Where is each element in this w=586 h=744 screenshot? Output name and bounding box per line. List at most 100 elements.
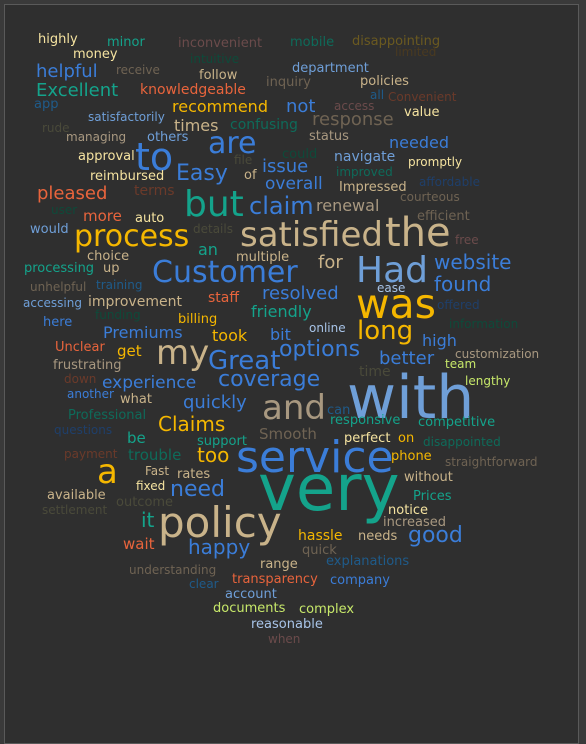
word-could: could	[282, 147, 317, 162]
word-quick: quick	[302, 543, 337, 558]
word-company: company	[330, 573, 390, 588]
word-all: all	[370, 88, 384, 102]
word-straightforward: straightforward	[445, 455, 538, 469]
word-staff: staff	[208, 290, 239, 306]
word-lengthy: lengthy	[465, 374, 510, 388]
word-needed: needed	[389, 133, 449, 152]
word-overall: overall	[265, 174, 323, 194]
word-high: high	[422, 331, 457, 350]
word-policy: policy	[158, 498, 282, 547]
word-times: times	[174, 116, 218, 135]
word-time: time	[359, 364, 391, 380]
word-understanding: understanding	[129, 563, 216, 577]
word-complex: complex	[299, 602, 354, 617]
word-long: long	[357, 316, 413, 346]
word-be: be	[127, 429, 146, 447]
word-online: online	[309, 321, 346, 335]
word-increased: increased	[383, 515, 446, 530]
word-team: team	[445, 357, 476, 371]
word-very: very	[258, 452, 399, 526]
word-inquiry: inquiry	[266, 75, 311, 90]
word-up: up	[103, 261, 120, 276]
word-coverage: coverage	[218, 367, 320, 392]
word-would: would	[30, 222, 69, 237]
word-range: range	[260, 557, 298, 572]
word-outcome: outcome	[116, 495, 173, 510]
word-claims: Claims	[158, 412, 225, 436]
word-not: not	[286, 96, 315, 117]
word-of: of	[244, 168, 257, 183]
word-options: options	[279, 337, 360, 362]
word-reimbursed: reimbursed	[90, 169, 164, 184]
word-it: it	[141, 508, 155, 532]
word-managing: managing	[66, 130, 126, 144]
word-notice: notice	[388, 503, 428, 518]
word-affordable: affordable	[419, 175, 480, 189]
word-questions: questions	[54, 423, 112, 437]
word-billing: billing	[178, 312, 217, 327]
word-access: access	[334, 99, 374, 113]
word-better: better	[379, 348, 435, 369]
word-department: department	[292, 61, 369, 76]
word-policies: policies	[360, 74, 409, 89]
word-ease: ease	[377, 281, 405, 295]
word-took: took	[212, 326, 248, 345]
word-status: status	[309, 129, 349, 144]
word-can: can	[327, 403, 350, 418]
word-app: app	[34, 97, 58, 112]
word-available: available	[47, 488, 106, 503]
word-a: a	[97, 452, 118, 492]
word-had: Had	[356, 250, 428, 291]
word-response: response	[312, 109, 394, 130]
word-without: without	[404, 470, 453, 485]
word-get: get	[117, 342, 142, 360]
word-knowledgeable: knowledgeable	[140, 82, 246, 98]
word-highly: highly	[38, 32, 78, 47]
word-disappointing: disappointing	[352, 34, 440, 49]
word-another: another	[67, 387, 114, 401]
word-perfect: perfect	[344, 431, 390, 446]
word-value: value	[404, 105, 440, 120]
word-promptly: promptly	[408, 155, 462, 169]
word-unclear: Unclear	[55, 340, 105, 355]
word-account: account	[225, 587, 277, 602]
word-disappointed: disappointed	[423, 435, 501, 449]
word-needs: needs	[358, 529, 397, 544]
word-inconvenient: inconvenient	[178, 36, 262, 51]
word-free: free	[455, 233, 479, 247]
word-efficient: efficient	[417, 209, 470, 224]
word-others: others	[147, 130, 189, 145]
word-premiums: Premiums	[103, 323, 183, 342]
word-process: process	[74, 219, 189, 254]
word-an: an	[198, 240, 218, 259]
word-prices: Prices	[413, 489, 452, 504]
word-on: on	[398, 431, 414, 446]
word-bit: bit	[270, 325, 291, 344]
word-more: more	[83, 207, 122, 225]
word-hassle: hassle	[298, 528, 343, 544]
word-offered: offered	[437, 298, 480, 312]
word-rude: rude	[42, 121, 70, 135]
word-friendly: friendly	[251, 302, 312, 321]
word-details: details	[193, 222, 233, 236]
word-mobile: mobile	[290, 35, 334, 50]
word-found: found	[434, 272, 491, 296]
word-responsive: responsive	[330, 413, 400, 428]
word-rates: rates	[177, 467, 210, 482]
word-resolved: resolved	[262, 283, 339, 304]
word-issue: issue	[262, 156, 308, 177]
word-accessing: accessing	[23, 296, 82, 310]
word-courteous: courteous	[400, 190, 460, 204]
word-excellent: Excellent	[36, 80, 118, 101]
word-website: website	[434, 250, 511, 274]
word-experience: experience	[102, 373, 196, 393]
word-processing: processing	[24, 261, 94, 276]
word-minor: minor	[107, 35, 145, 50]
word-to: to	[135, 135, 173, 179]
word-service: service	[236, 432, 394, 483]
word-auto: auto	[135, 211, 164, 226]
word-customization: customization	[455, 347, 539, 361]
word-the: the	[385, 210, 451, 256]
word-documents: documents	[213, 601, 286, 616]
word-my: my	[156, 333, 209, 373]
